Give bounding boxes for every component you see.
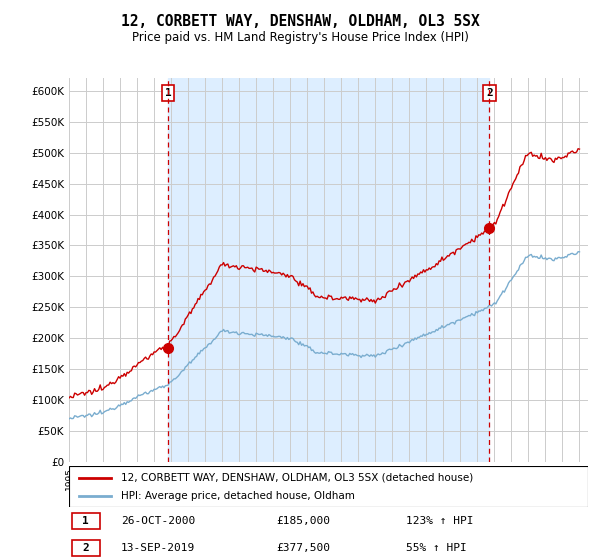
FancyBboxPatch shape xyxy=(71,540,100,556)
Bar xyxy=(168,78,490,462)
Text: 13-SEP-2019: 13-SEP-2019 xyxy=(121,543,195,553)
Text: 2: 2 xyxy=(486,88,493,98)
Text: Price paid vs. HM Land Registry's House Price Index (HPI): Price paid vs. HM Land Registry's House … xyxy=(131,31,469,44)
Text: 26-OCT-2000: 26-OCT-2000 xyxy=(121,516,195,526)
Text: £377,500: £377,500 xyxy=(277,543,331,553)
Text: 55% ↑ HPI: 55% ↑ HPI xyxy=(406,543,467,553)
FancyBboxPatch shape xyxy=(71,512,100,529)
FancyBboxPatch shape xyxy=(69,466,588,507)
Text: 1: 1 xyxy=(82,516,89,526)
Text: £185,000: £185,000 xyxy=(277,516,331,526)
Text: HPI: Average price, detached house, Oldham: HPI: Average price, detached house, Oldh… xyxy=(121,491,355,501)
Text: 12, CORBETT WAY, DENSHAW, OLDHAM, OL3 5SX (detached house): 12, CORBETT WAY, DENSHAW, OLDHAM, OL3 5S… xyxy=(121,473,473,483)
Text: 1: 1 xyxy=(164,88,172,98)
Text: 12, CORBETT WAY, DENSHAW, OLDHAM, OL3 5SX: 12, CORBETT WAY, DENSHAW, OLDHAM, OL3 5S… xyxy=(121,14,479,29)
Text: 123% ↑ HPI: 123% ↑ HPI xyxy=(406,516,474,526)
Text: 2: 2 xyxy=(82,543,89,553)
